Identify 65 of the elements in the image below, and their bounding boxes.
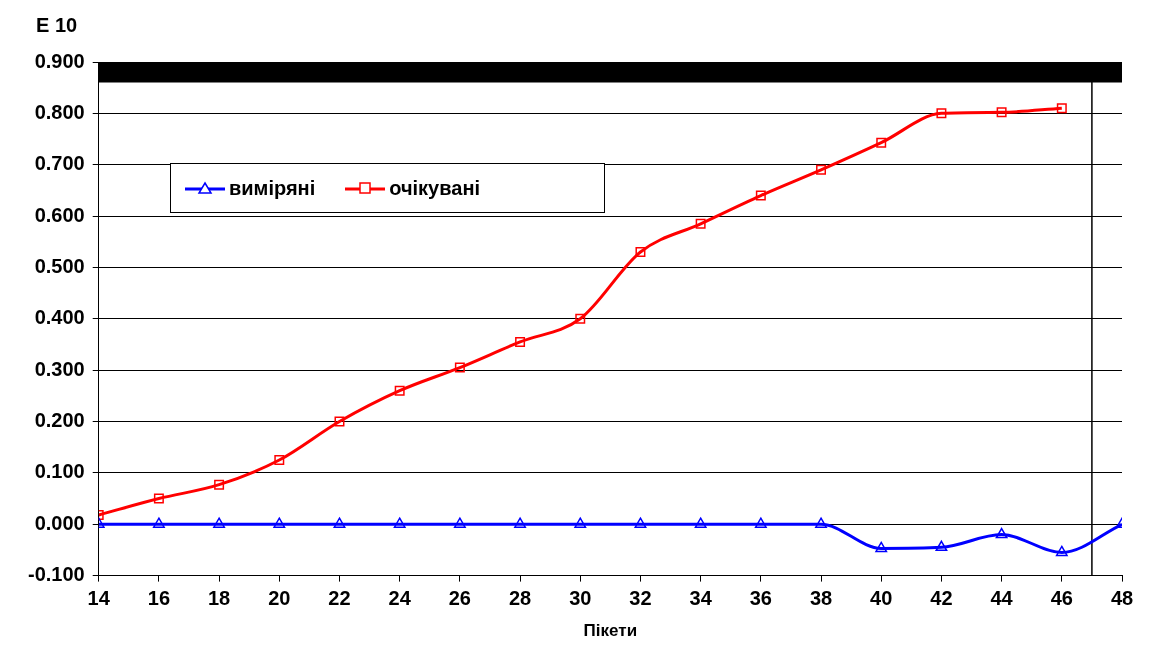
point [995,527,1008,539]
x-axis-title: Пікети [583,621,638,641]
legend-label: виміряні [229,176,316,200]
x-tick-label: 36 [749,587,772,610]
x-tick-label: 24 [388,587,412,610]
point [694,517,707,528]
point [214,479,225,490]
point [213,517,226,528]
point [515,336,526,347]
point [996,107,1007,118]
point [454,362,465,373]
point [876,137,887,148]
point [635,247,646,258]
x-tick-label: 42 [930,587,953,610]
point [153,493,164,504]
point [575,313,586,324]
x-tick-label: 26 [448,587,471,610]
x-tick-label: 18 [207,587,231,610]
y-tick-label: 0.200 [34,409,85,432]
point [936,108,947,119]
x-tick-label: 30 [569,587,592,610]
y-tick-label: 0.600 [34,203,85,226]
point [152,517,165,528]
x-tick-label: 22 [328,587,351,610]
y-tick-label: 0.700 [34,152,85,175]
point [755,190,766,201]
point [695,218,706,229]
x-tick-label: 38 [809,587,833,610]
x-tick-label: 44 [990,587,1014,610]
x-tick-label: 14 [87,587,111,610]
x-tick-label: 46 [1050,587,1073,610]
legend-label: очікувані [389,176,481,200]
x-tick-label: 32 [629,587,652,610]
point [514,517,527,528]
y-tick-label: 0.400 [34,306,85,329]
y-axis-title: E 10 [36,13,78,36]
x-tick-label: 48 [1110,587,1134,610]
x-tick-label: 40 [870,587,893,610]
point [634,517,647,528]
x-tick-label: 34 [689,587,713,610]
point [1055,545,1068,557]
point [333,517,346,528]
y-tick-label: -0.100 [27,563,85,586]
x-tick-label: 16 [147,587,171,610]
point [754,517,767,528]
x-tick-label: 20 [268,587,291,610]
point [574,517,587,528]
point [453,517,466,528]
y-tick-label: 0.100 [34,460,85,483]
point [1056,103,1067,114]
y-tick-label: 0.500 [34,254,85,277]
y-tick-label: 0.800 [34,100,85,123]
y-tick-label: 0.300 [34,357,85,380]
point [273,517,286,528]
point [875,541,888,553]
point [816,164,827,175]
y-tick-label: 0.900 [34,49,85,72]
point [394,385,405,396]
point [274,455,285,466]
point [935,540,948,552]
point [815,517,827,528]
y-tick-label: 0.000 [34,511,85,534]
x-tick-label: 28 [508,587,532,610]
point [393,517,406,528]
point [334,416,345,427]
